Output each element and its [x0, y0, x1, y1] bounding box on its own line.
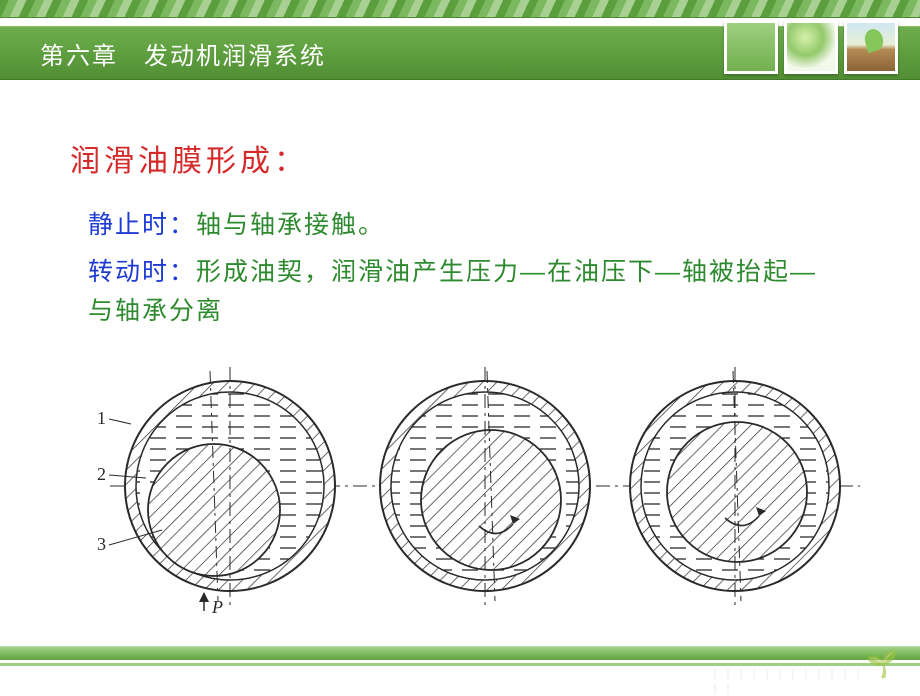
- section-heading: 润滑油膜形成：: [70, 136, 850, 180]
- chapter-title: 第六章 发动机润滑系统: [40, 36, 326, 71]
- line2-text: 形成油契，润滑油产生压力—在油压下—轴被抬起—与轴承分离: [88, 258, 817, 325]
- footer-soil-dashes: ｜｜｜｜｜｜｜｜｜｜｜｜｜｜: [710, 666, 870, 676]
- svg-text:P: P: [211, 597, 223, 617]
- svg-text:1: 1: [97, 408, 106, 428]
- footer-stripe: [0, 646, 920, 660]
- svg-text:3: 3: [97, 534, 106, 554]
- thumb-green-square: [724, 20, 778, 74]
- top-decor-stripe: [0, 0, 920, 18]
- svg-text:2: 2: [97, 464, 106, 484]
- bearing-diagram: P 1 2 3: [70, 356, 870, 618]
- heading-text: 润滑油膜形成：: [70, 145, 308, 178]
- line2-label: 转动时：: [88, 258, 196, 286]
- header-thumbnails: [724, 20, 898, 74]
- line1-label: 静止时：: [88, 211, 196, 239]
- header-bar: 第六章 发动机润滑系统: [0, 18, 920, 88]
- footer-sprout-icon: 🌱: [866, 649, 898, 680]
- slide-content: 润滑油膜形成： 静止时：轴与轴承接触。 转动时：形成油契，润滑油产生压力—在油压…: [0, 88, 920, 618]
- line-rotating-state: 转动时：形成油契，润滑油产生压力—在油压下—轴被抬起—与轴承分离: [70, 253, 850, 331]
- thumb-leaf: [784, 20, 838, 74]
- line-static-state: 静止时：轴与轴承接触。: [70, 206, 850, 245]
- bearing-svg: P 1 2 3: [70, 356, 870, 618]
- line1-text: 轴与轴承接触。: [196, 211, 385, 239]
- thumb-sprout-soil: [844, 20, 898, 74]
